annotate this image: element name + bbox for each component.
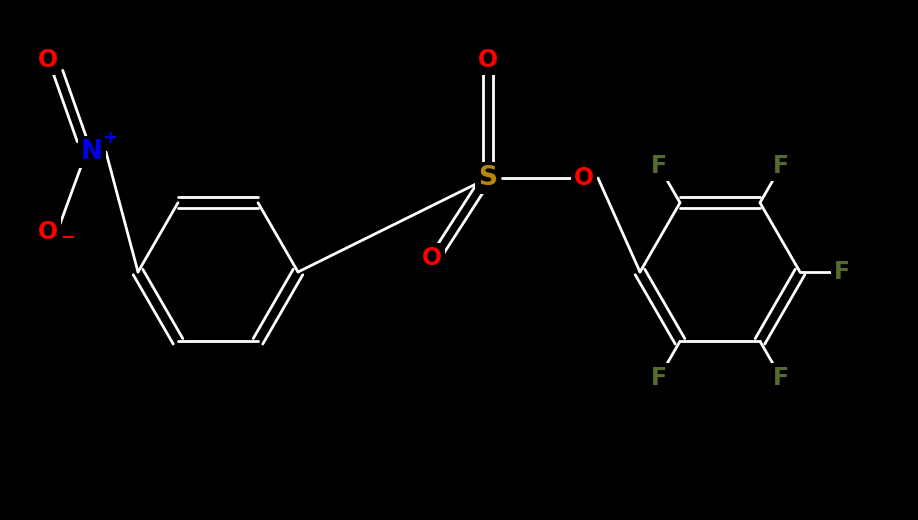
Text: F: F bbox=[834, 260, 850, 284]
Text: F: F bbox=[773, 154, 789, 178]
Text: +: + bbox=[103, 129, 118, 147]
Text: O: O bbox=[574, 166, 594, 190]
Text: O: O bbox=[38, 48, 58, 72]
Text: O: O bbox=[478, 48, 498, 72]
Text: F: F bbox=[773, 366, 789, 389]
Text: N: N bbox=[81, 139, 103, 165]
Text: S: S bbox=[478, 165, 498, 191]
Text: −: − bbox=[61, 229, 75, 247]
Text: O: O bbox=[38, 220, 58, 244]
Text: F: F bbox=[651, 366, 667, 389]
Text: F: F bbox=[651, 154, 667, 178]
Text: O: O bbox=[422, 246, 442, 270]
